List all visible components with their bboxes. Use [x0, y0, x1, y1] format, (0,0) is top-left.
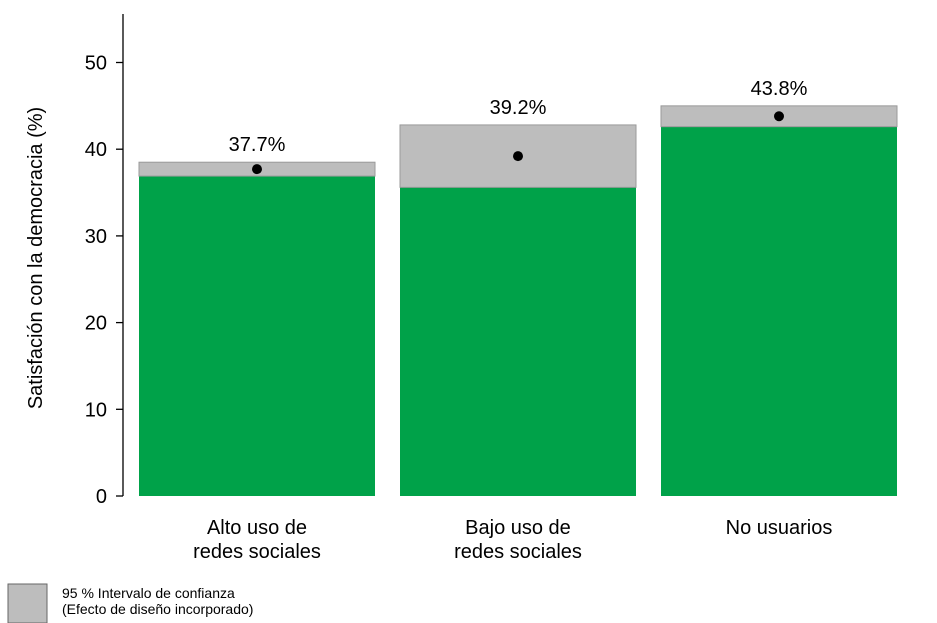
y-tick-label: 40	[85, 139, 107, 161]
legend-text-line-2: (Efecto de diseño incorporado)	[62, 601, 253, 617]
y-tick-label: 20	[85, 313, 107, 335]
bar	[400, 187, 636, 496]
data-label: 39.2%	[490, 97, 547, 119]
y-tick-label: 0	[96, 486, 107, 508]
bars: 37.7% 39.2% 43.8%	[138, 78, 898, 497]
point-estimate-marker	[252, 164, 262, 175]
data-label: 43.8%	[751, 78, 808, 100]
point-estimate-marker	[774, 111, 784, 122]
legend: 95 % Intervalo de confianza (Efecto de d…	[7, 583, 253, 623]
bar	[139, 176, 375, 496]
x-tick-label: redes sociales	[193, 541, 321, 563]
y-axis-label: Satisfación con la democracia (%)	[25, 107, 47, 409]
x-tick-label: Alto uso de	[207, 517, 307, 539]
legend-swatch	[7, 583, 48, 623]
point-estimate-marker	[513, 151, 523, 162]
y-axis: 0 10 20 30 40 50	[85, 14, 124, 508]
bar	[661, 126, 897, 497]
y-tick-label: 50	[85, 53, 107, 75]
legend-text-line-1: 95 % Intervalo de confianza	[62, 585, 235, 601]
x-tick-label: Bajo uso de	[465, 517, 571, 539]
x-tick-label: No usuarios	[726, 517, 833, 539]
y-tick-label: 10	[85, 399, 107, 421]
data-label: 37.7%	[229, 134, 286, 156]
x-tick-label: redes sociales	[454, 541, 582, 563]
y-tick-label: 30	[85, 226, 107, 248]
